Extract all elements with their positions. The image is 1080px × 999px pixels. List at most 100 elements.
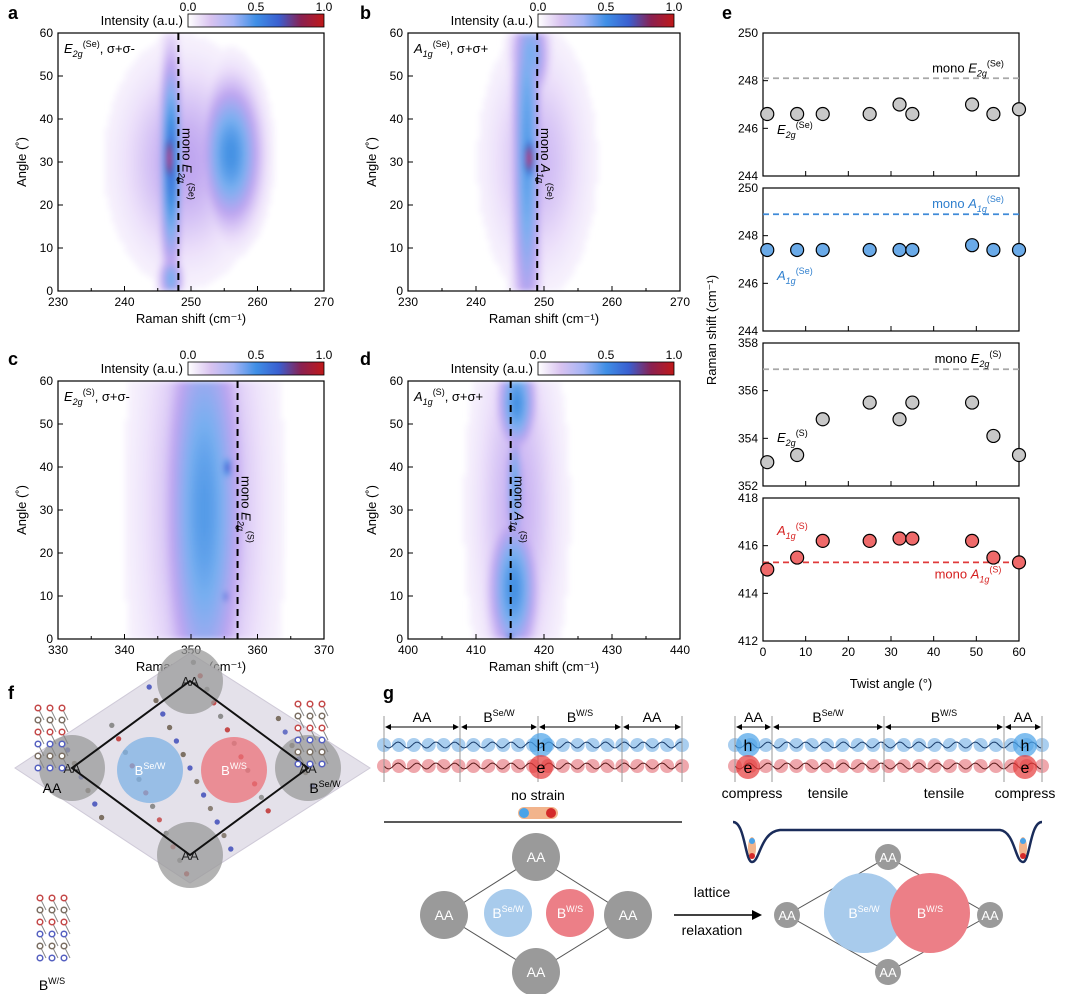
heatmap-cell — [483, 141, 487, 146]
heatmap-cell — [595, 166, 599, 171]
x-tick-label: 270 — [670, 295, 690, 309]
mode-label-part: E — [64, 41, 73, 56]
heatmap-cell — [592, 209, 596, 214]
colorbar-label: Intensity (a.u.) — [451, 13, 533, 28]
heatmap-cell — [483, 102, 487, 107]
heatmap-cell — [588, 214, 592, 219]
y-tick-label: 20 — [40, 198, 54, 212]
heatmap-cell — [500, 188, 504, 193]
heatmap-cell — [581, 80, 585, 85]
mono-line-label-part: (Se) — [545, 183, 555, 200]
heatmap-cell — [561, 37, 565, 42]
heatmap-cell — [500, 175, 504, 180]
colorbar — [188, 14, 324, 27]
heatmap-cell — [271, 171, 275, 176]
heatmap-cell — [595, 141, 599, 146]
heatmap-cell — [500, 265, 504, 270]
heatmap-cell — [261, 218, 265, 223]
heatmap-cell — [483, 192, 487, 197]
heatmap-cell — [500, 89, 504, 94]
heatmap-cell — [267, 192, 271, 197]
heatmap-cell — [592, 115, 596, 120]
heatmap-cell — [500, 214, 504, 219]
mode-label-part: 1g — [423, 49, 433, 59]
colorbar-tick-label: 0.5 — [248, 0, 265, 14]
heatmap-cell — [271, 158, 275, 163]
heatmap-cell — [258, 231, 262, 236]
heatmap-cell — [592, 128, 596, 133]
heatmap-cell — [592, 184, 596, 189]
heatmap-cell — [191, 33, 195, 38]
heatmap-cell — [581, 72, 585, 77]
heatmap-cell — [592, 201, 596, 206]
colorbar-tick-label: 1.0 — [666, 0, 683, 14]
heatmap-cell — [224, 270, 228, 275]
heatmap-cell — [578, 257, 582, 262]
mask-right — [680, 21, 692, 303]
heatmap-cell — [267, 106, 271, 111]
heatmap-cell — [500, 136, 504, 141]
heatmap-cell — [483, 175, 487, 180]
heatmap-cell — [483, 209, 487, 214]
heatmap-cell — [588, 218, 592, 223]
heatmap-cell — [500, 248, 504, 253]
heatmap-cell — [500, 76, 504, 81]
mode-label-part: A — [413, 41, 423, 56]
heatmap-cell — [500, 50, 504, 55]
heatmap-cell — [500, 98, 504, 103]
y-tick-label: 50 — [40, 69, 54, 83]
heatmap-cell — [261, 85, 265, 90]
heatmap-cell — [558, 33, 562, 38]
heatmap-cell — [595, 175, 599, 180]
heatmap-cell — [483, 106, 487, 111]
colorbar — [538, 14, 674, 27]
heatmap-cell — [254, 67, 258, 72]
colorbar-tick-label: 1.0 — [316, 0, 333, 14]
heatmap-cell — [500, 218, 504, 223]
heatmap-cell — [218, 46, 222, 51]
mask-right — [324, 21, 336, 303]
mode-label-part: , σ+σ- — [100, 41, 135, 56]
heatmap-cell — [244, 248, 248, 253]
heatmap-cell — [500, 72, 504, 77]
heatmap-cell — [204, 37, 208, 42]
mono-line-label-part: 1g — [535, 173, 545, 183]
heatmap-cell — [483, 132, 487, 137]
heatmap-cell — [575, 59, 579, 64]
heatmap-cell — [231, 261, 235, 266]
heatmap-cell — [595, 162, 599, 167]
mono-line-label-part: E — [179, 164, 194, 173]
heatmap-cell — [500, 239, 504, 244]
heatmap-cell — [500, 209, 504, 214]
y-tick-label: 60 — [390, 26, 404, 40]
heatmap-cell — [500, 201, 504, 206]
heatmap-cell — [592, 123, 596, 128]
heatmap-cell — [592, 188, 596, 193]
y-tick-label: 0 — [396, 284, 403, 298]
y-tick-label: 0 — [46, 284, 53, 298]
heatmap-cell — [500, 80, 504, 85]
heatmap-cell — [271, 166, 275, 171]
heatmap-cell — [483, 115, 487, 120]
heatmap-cell — [578, 67, 582, 72]
heatmap-cell — [500, 158, 504, 163]
heatmap-cell — [500, 115, 504, 120]
heatmap-cell — [271, 145, 275, 150]
heatmap-cell — [483, 162, 487, 167]
heatmap-cell — [267, 102, 271, 107]
mode-label-part: 2g — [72, 49, 83, 59]
heatmap-panel-c: mono E2g(S)3303403503603700102030405060R… — [8, 348, 336, 674]
heatmap-cell — [500, 205, 504, 210]
heatmap-cell — [500, 227, 504, 232]
heatmap-cell — [592, 192, 596, 197]
heatmap-cell — [483, 205, 487, 210]
heatmap-cell — [581, 239, 585, 244]
mode-label-part: (Se) — [433, 39, 450, 49]
heatmap-cell — [500, 145, 504, 150]
heatmap-cell — [500, 123, 504, 128]
heatmap-cell — [571, 265, 575, 270]
heatmap-cell — [581, 248, 585, 253]
heatmap-cell — [248, 244, 252, 249]
